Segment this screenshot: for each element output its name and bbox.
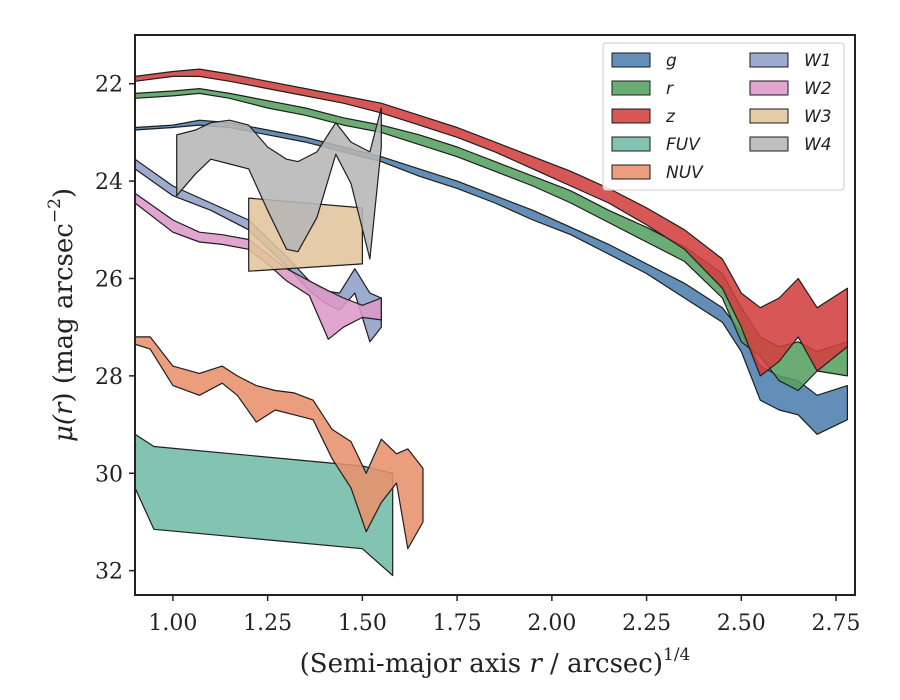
band-layer: [135, 68, 849, 577]
y-tick-label: 22: [95, 73, 123, 98]
legend: grz FUV NUV W1 W2 W3 W4: [602, 42, 845, 191]
legend-swatch-r: [611, 80, 651, 96]
legend-swatch-g: [611, 52, 651, 68]
x-tick-label: 2.50: [717, 611, 766, 636]
legend-swatch-z: [611, 108, 651, 124]
legend-label-g: g: [666, 51, 677, 71]
x-tick-label: 2.00: [527, 611, 576, 636]
y-tick-label: 30: [95, 462, 123, 487]
x-axis-title: (Semi-major axis r / arcsec)1/4: [300, 645, 691, 679]
band-fuv: [135, 433, 394, 577]
y-axis-title: μ(r) (mag arcsec−2): [45, 188, 79, 442]
y-tick-label: 32: [95, 560, 123, 585]
legend-swatch-w4: [749, 136, 789, 152]
x-tick-label: 1.25: [243, 611, 292, 636]
x-tick-label: 2.25: [622, 611, 671, 636]
x-tick-label: 1.00: [148, 611, 197, 636]
band-w4: [176, 107, 382, 260]
legend-box: [602, 42, 845, 191]
legend-label-w4: W4: [804, 135, 832, 155]
legend-label-w1: W1: [804, 51, 832, 71]
plot-frame: [134, 34, 856, 596]
x-tick-label: 1.75: [433, 611, 482, 636]
legend-swatch-w3: [749, 108, 789, 124]
y-tick-label: 24: [95, 170, 123, 195]
x-tick-label: 2.75: [812, 611, 861, 636]
band-nuv: [135, 336, 424, 550]
band-z: [135, 68, 849, 377]
legend-swatch-w1: [749, 52, 789, 68]
legend-label-fuv: FUV: [666, 135, 701, 155]
y-axis: 22 24 26 28 30 32: [95, 73, 135, 585]
legend-label-w3: W3: [804, 107, 832, 127]
legend-label-nuv: NUV: [666, 163, 704, 183]
legend-swatch-nuv: [611, 164, 651, 180]
legend-label-r: r: [666, 79, 674, 99]
x-axis: 1.00 1.25 1.50 1.75 2.00 2.25 2.50 2.75: [148, 595, 861, 636]
y-tick-label: 28: [95, 365, 123, 390]
legend-label-w2: W2: [804, 79, 832, 99]
legend-swatch-w2: [749, 80, 789, 96]
legend-label-z: z: [665, 107, 676, 127]
y-tick-label: 26: [95, 267, 123, 292]
x-tick-label: 1.50: [338, 611, 387, 636]
legend-swatch-fuv: [611, 136, 651, 152]
